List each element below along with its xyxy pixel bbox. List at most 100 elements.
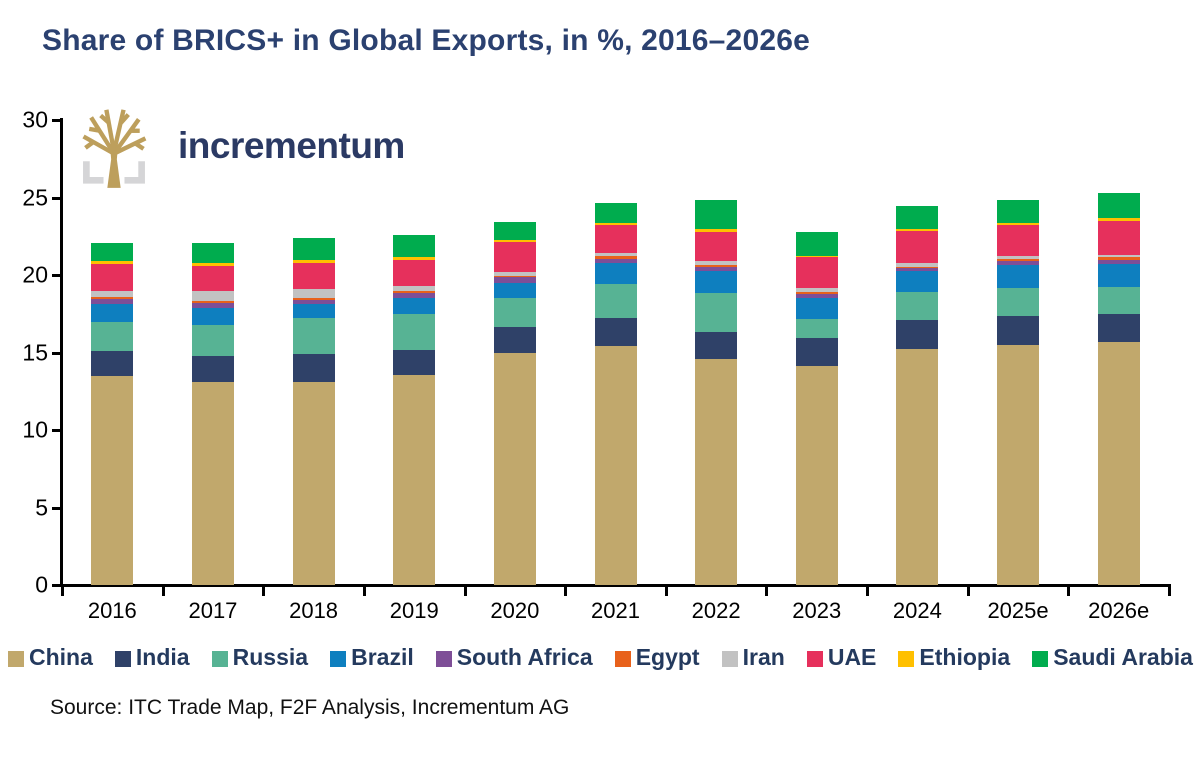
x-axis-label-2023: 2023 — [792, 598, 842, 623]
legend-label: South Africa — [456, 644, 593, 670]
bar-segment-2022-south-africa — [695, 266, 738, 272]
bar-segment-2021-south-africa — [594, 258, 637, 263]
y-axis-label: 0 — [35, 571, 48, 598]
bar-segment-2020-india — [493, 326, 536, 354]
legend-item-ethiopia: Ethiopia — [898, 644, 1010, 671]
x-axis-label-2019: 2019 — [389, 598, 439, 623]
x-axis-label-2016: 2016 — [87, 598, 137, 623]
bar-segment-2024-india — [896, 319, 939, 349]
x-axis-tick — [61, 587, 64, 596]
bar-segment-2018-iran — [292, 289, 335, 298]
legend-label: Ethiopia — [919, 644, 1011, 670]
bar-segment-2025e-south-africa — [997, 261, 1040, 265]
x-axis-tick — [564, 587, 568, 596]
bar-segment-2018-brazil — [292, 304, 335, 319]
bar-2026e — [1097, 192, 1140, 585]
bar-segment-2021-russia — [594, 283, 637, 318]
bar-segment-2016-uae — [91, 264, 134, 291]
bar-segment-2020-uae — [493, 241, 536, 272]
tree-icon — [82, 109, 147, 188]
legend-item-brazil: Brazil — [330, 644, 414, 671]
legend-label: India — [135, 644, 190, 670]
bar-segment-2025e-iran — [997, 255, 1040, 259]
bar-segment-2026e-ethiopia — [1097, 217, 1140, 221]
legend-label: Russia — [232, 644, 309, 670]
bar-segment-2019-saudi-arabia — [393, 234, 436, 258]
y-axis-tick — [52, 274, 61, 277]
y-axis-tick — [52, 351, 61, 355]
bar-segment-2021-saudi-arabia — [594, 202, 637, 224]
bar-2023 — [795, 231, 838, 585]
y-axis-tick — [52, 429, 61, 432]
bar-segment-2019-ethiopia — [393, 257, 436, 261]
bar-segment-2023-brazil — [795, 298, 838, 320]
legend-swatch-icon — [330, 650, 347, 667]
bar-segment-2026e-iran — [1097, 254, 1140, 258]
bar-segment-2024-south-africa — [896, 268, 939, 272]
y-axis-tick — [52, 584, 61, 587]
bar-segment-2022-china — [695, 359, 738, 585]
bar-2022 — [695, 199, 738, 585]
bar-segment-2018-india — [292, 354, 335, 382]
legend-swatch-icon — [114, 650, 131, 667]
bar-2018 — [292, 237, 335, 585]
bar-segment-2019-iran — [393, 285, 436, 291]
legend-item-russia: Russia — [211, 644, 309, 671]
bar-segment-2021-brazil — [594, 262, 637, 284]
legend-item-south-africa: South Africa — [435, 644, 593, 671]
x-axis-tick — [262, 587, 266, 596]
bar-segment-2023-saudi-arabia — [795, 231, 838, 256]
bar-segment-2018-china — [292, 381, 335, 585]
x-axis-tick — [664, 587, 668, 596]
bar-segment-2022-saudi-arabia — [695, 199, 738, 230]
bar-segment-2022-iran — [695, 261, 738, 265]
bar-segment-2019-uae — [393, 260, 436, 286]
legend-item-uae: UAE — [806, 644, 876, 671]
bar-segment-2018-russia — [292, 318, 335, 355]
bar-segment-2025e-russia — [997, 288, 1040, 317]
bar-segment-2023-egypt — [795, 292, 838, 295]
legend-swatch-icon — [614, 650, 631, 667]
bar-segment-2025e-india — [997, 316, 1040, 345]
bar-segment-2018-saudi-arabia — [292, 237, 335, 261]
bar-segment-2026e-south-africa — [1097, 259, 1140, 265]
chart-legend: China India Russia Brazil South Africa Egypt I… — [8, 644, 1193, 671]
bar-segment-2016-iran — [91, 290, 134, 297]
bar-segment-2017-saudi-arabia — [191, 243, 234, 263]
legend-label: Egypt — [635, 644, 700, 670]
bar-segment-2016-russia — [91, 321, 134, 351]
x-axis-tick — [765, 587, 769, 596]
bar-segment-2017-ethiopia — [191, 262, 234, 266]
legend-label: Saudi Arabia — [1053, 644, 1193, 670]
brand-wordmark: incrementum — [178, 125, 405, 166]
x-axis-tick — [161, 587, 165, 596]
bar-segment-2020-china — [493, 353, 536, 585]
y-axis-tick — [52, 119, 61, 122]
x-axis-label-2020: 2020 — [490, 598, 540, 623]
bar-segment-2019-china — [393, 374, 436, 585]
source-note: Source: ITC Trade Map, F2F Analysis, Inc… — [50, 696, 570, 719]
bar-segment-2018-south-africa — [292, 299, 335, 305]
bar-segment-2023-china — [795, 365, 838, 585]
bar-segment-2019-india — [393, 350, 436, 375]
bar-segment-2025e-saudi-arabia — [997, 199, 1040, 224]
bar-segment-2019-south-africa — [393, 292, 436, 298]
bar-segment-2024-china — [896, 348, 939, 585]
bar-segment-2017-brazil — [191, 307, 234, 325]
bar-segment-2025e-uae — [997, 225, 1040, 256]
legend-label: Iran — [742, 644, 785, 670]
legend-item-india: India — [114, 644, 190, 671]
bar-2024 — [896, 206, 939, 585]
bar-segment-2018-uae — [292, 263, 335, 290]
bar-segment-2017-egypt — [191, 300, 234, 303]
y-axis-label: 30 — [22, 106, 48, 133]
bar-segment-2021-uae — [594, 225, 637, 253]
bar-segment-2016-india — [91, 350, 134, 376]
bar-segment-2023-russia — [795, 319, 838, 338]
bar-segment-2016-ethiopia — [91, 261, 134, 265]
bar-segment-2025e-egypt — [997, 258, 1040, 262]
legend-swatch-icon — [211, 650, 228, 667]
y-axis-label: 10 — [22, 416, 48, 443]
y-axis-label: 15 — [22, 339, 48, 365]
legend-swatch-icon — [898, 650, 915, 667]
